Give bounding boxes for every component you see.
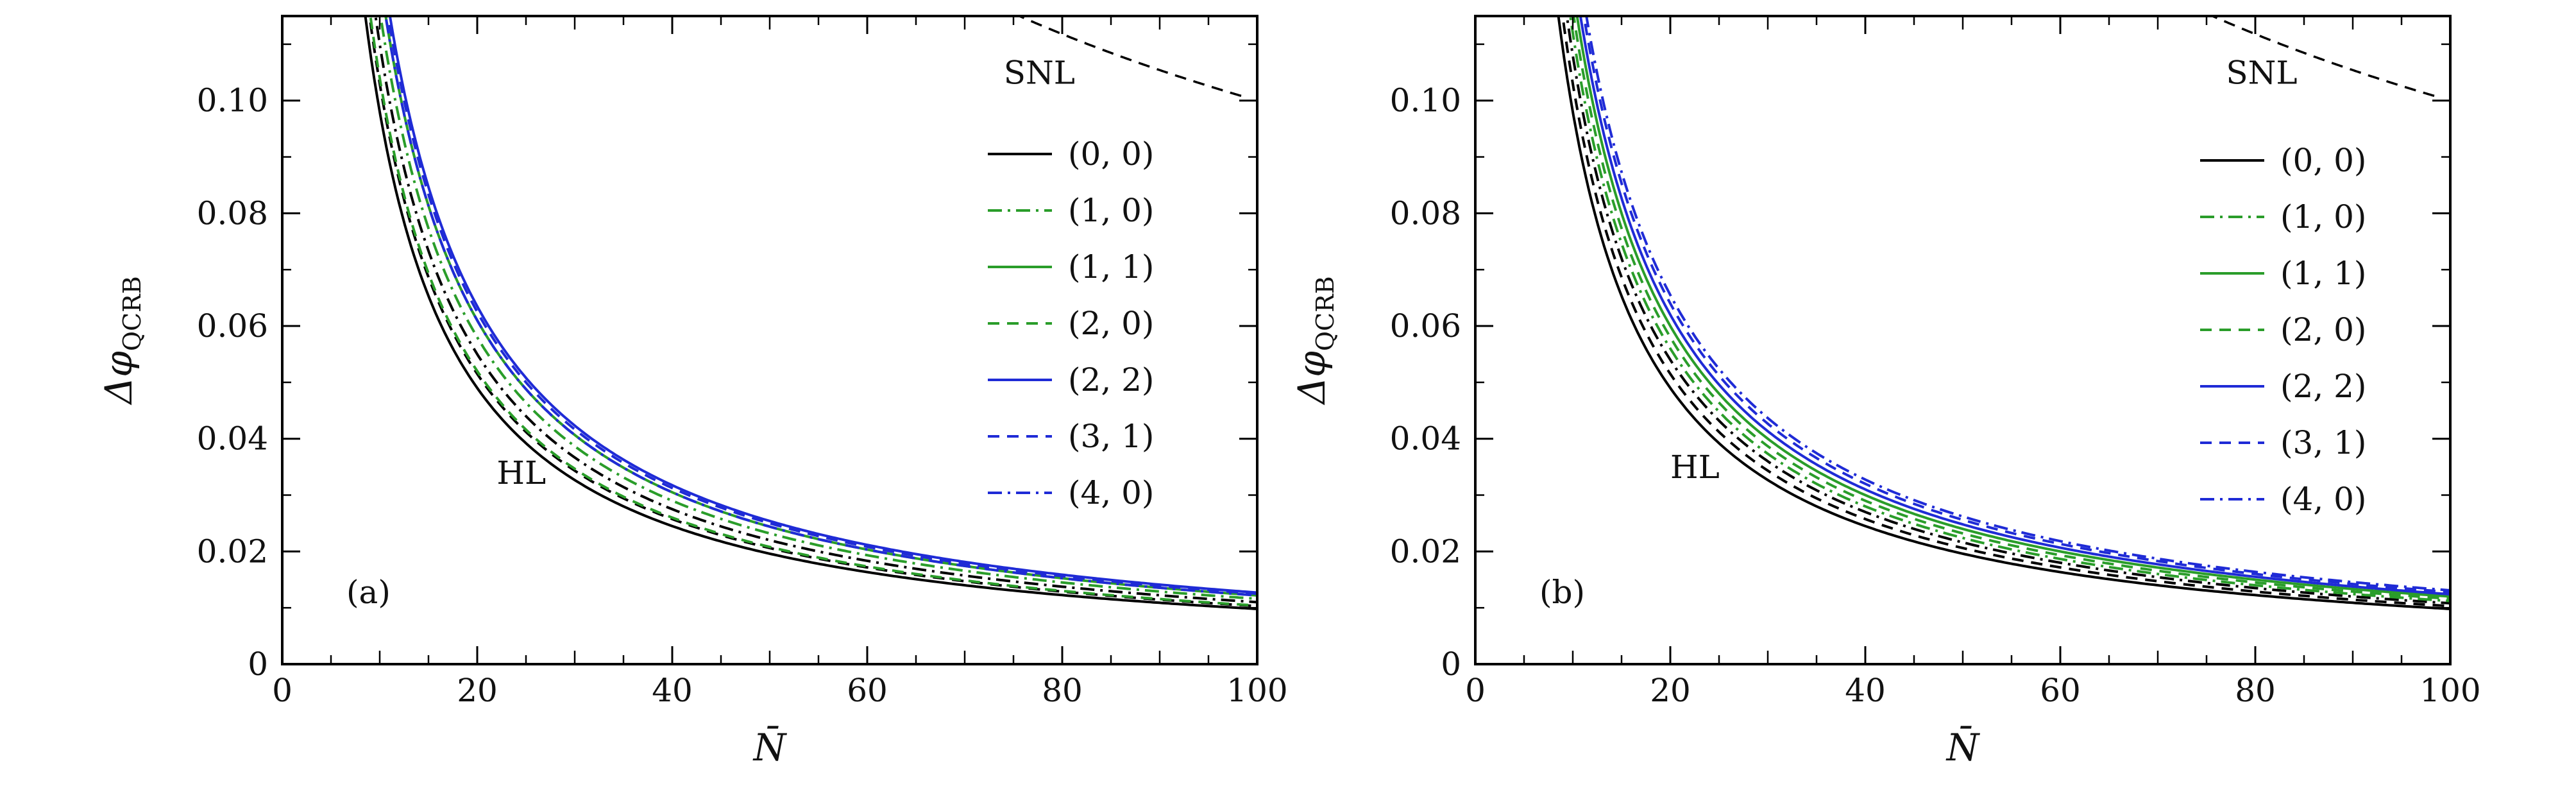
- y-axis-label: ΔφQCRB: [1290, 276, 1339, 405]
- series-line-4: [1579, 16, 2450, 596]
- y-tick-label: 0.10: [197, 82, 268, 119]
- chart-panel-a: 0 20 40 60 80 100 0 0.02 0.04 0.06 0.08 0.10 N̄ ΔφQCR…: [97, 15, 1288, 769]
- y-axis-label-subscript: QCRB: [1311, 276, 1339, 351]
- legend-label-0: (0, 0): [1068, 135, 1154, 173]
- legend-label-6: (4, 0): [1068, 474, 1154, 511]
- series-line-2: [1575, 16, 2450, 598]
- panel-label: (b): [1539, 574, 1585, 611]
- annotation-hl: HL: [496, 454, 546, 492]
- legend-label-4: (2, 2): [1068, 361, 1154, 398]
- legend-label-1: (1, 0): [2280, 198, 2366, 236]
- x-tick-label: 80: [2235, 672, 2276, 709]
- legend: (0, 0) (1, 0) (1, 1) (2, 0) (2, 2) (3, 1) (4, …: [2200, 142, 2366, 518]
- x-tick-label: 60: [847, 672, 888, 709]
- series-line-3: [1572, 16, 2450, 601]
- series-line-6: [384, 16, 1257, 597]
- series-line-0: [1557, 16, 2450, 610]
- x-tick-label: 80: [1042, 672, 1083, 709]
- y-tick-label: 0.08: [1390, 194, 1461, 232]
- series-line-1: [1569, 16, 2450, 603]
- curves: [1557, 16, 2450, 610]
- legend: (0, 0) (1, 0) (1, 1) (2, 0) (2, 2) (3, 1) (4, …: [988, 135, 1154, 511]
- y-tick-label: 0.10: [1390, 82, 1461, 119]
- y-tick-label: 0.06: [197, 307, 268, 345]
- annotation-snl: SNL: [1004, 54, 1075, 91]
- annotation-hl: HL: [1670, 449, 1720, 486]
- legend-label-2: (1, 1): [2280, 255, 2366, 292]
- series-line-5: [387, 16, 1257, 595]
- y-tick-label: 0.04: [197, 420, 268, 458]
- legend-label-5: (3, 1): [2280, 424, 2366, 461]
- curve-hl-dashdot: [374, 16, 1257, 604]
- legend-label-1: (1, 0): [1068, 192, 1154, 229]
- snl-curve: [2209, 16, 2441, 99]
- legend-label-5: (3, 1): [1068, 418, 1154, 455]
- series-line-5: [1582, 16, 2450, 594]
- y-tick-label: 0: [248, 646, 268, 683]
- x-tick-label: 0: [1465, 672, 1486, 709]
- x-tick-label: 0: [272, 672, 292, 709]
- panel-label: (a): [346, 574, 391, 611]
- y-tick-label: 0.08: [197, 194, 268, 232]
- legend-label-4: (2, 2): [2280, 368, 2366, 405]
- legend-label-3: (2, 0): [2280, 311, 2366, 348]
- y-tick-label: 0: [1441, 646, 1461, 683]
- series-line-1: [379, 16, 1257, 601]
- legend-label-6: (4, 0): [2280, 481, 2366, 518]
- legend-label-0: (0, 0): [2280, 142, 2366, 179]
- annotation-snl: SNL: [2226, 54, 2297, 91]
- y-tick-label: 0.02: [197, 533, 268, 570]
- x-axis-label: N̄: [752, 725, 788, 769]
- x-axis-label: N̄: [1945, 725, 1981, 769]
- legend-label-2: (1, 1): [1068, 248, 1154, 286]
- y-tick-label: 0.06: [1390, 307, 1461, 345]
- y-tick-label: 0.04: [1390, 420, 1461, 458]
- y-tick-label: 0.02: [1390, 533, 1461, 570]
- series-line-0: [364, 16, 1257, 610]
- x-tick-label: 20: [457, 672, 498, 709]
- y-axis-label-subscript: QCRB: [118, 276, 146, 351]
- series-line-4: [388, 16, 1257, 594]
- curve-hl-dashdot: [1565, 16, 2450, 605]
- x-tick-label: 20: [1650, 672, 1691, 709]
- series-line-3: [369, 16, 1257, 607]
- x-tick-label: 40: [1845, 672, 1886, 709]
- x-tick-label: 40: [652, 672, 693, 709]
- x-tick-label: 60: [2040, 672, 2081, 709]
- snl-curve: [1016, 16, 1248, 99]
- x-tick-label: 100: [2419, 672, 2480, 709]
- legend-label-3: (2, 0): [1068, 305, 1154, 342]
- y-axis-label: ΔφQCRB: [97, 276, 146, 405]
- curves: [364, 16, 1257, 610]
- chart-panel-b: 0 20 40 60 80 100 0 0.02 0.04 0.06 0.08 0.10 N̄ ΔφQCR…: [1290, 15, 2481, 769]
- x-tick-label: 100: [1226, 672, 1287, 709]
